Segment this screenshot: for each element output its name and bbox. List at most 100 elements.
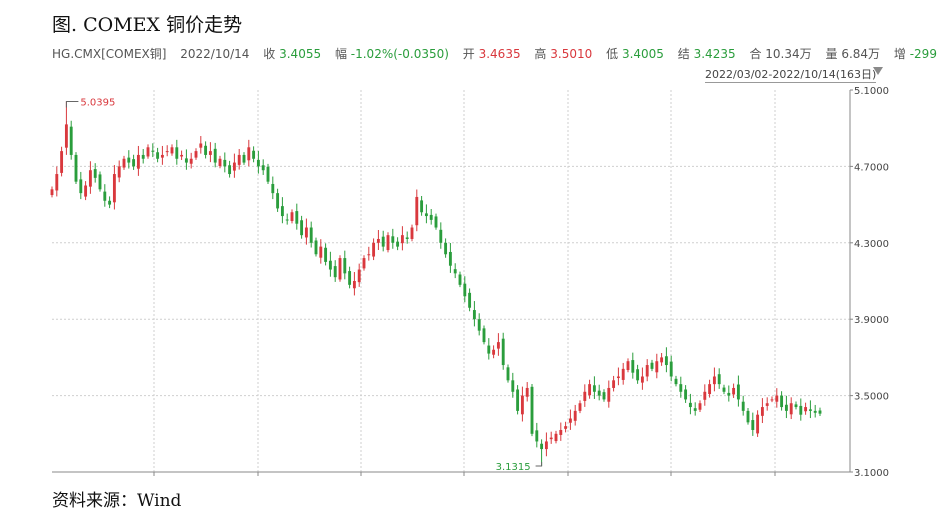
candle-body (300, 220, 304, 236)
y-tick-label: 4.3000 (854, 239, 889, 250)
candle-body (722, 387, 726, 392)
candle-body (424, 213, 428, 217)
candle-body (136, 154, 140, 169)
candle-body (717, 374, 721, 385)
chart-title: 图. COMEX 铜价走势 (52, 14, 243, 36)
oi-label: 合 (749, 47, 762, 61)
increase-stat: 增 -299 (894, 47, 937, 61)
candle-body (540, 443, 544, 450)
candle-body (448, 251, 452, 266)
close-label: 收 (263, 47, 276, 61)
low-value: 3.4005 (621, 47, 664, 61)
quote-info-bar: HG.CMX[COMEX铜] 2022/10/14 收 3.4055 幅 -1.… (52, 45, 940, 62)
symbol-label: HG.CMX[COMEX铜] (52, 47, 167, 61)
candle-body (189, 158, 193, 164)
candle-body (170, 147, 174, 154)
candle-body (535, 430, 539, 442)
candle-body (352, 281, 356, 289)
change-stat: 幅 -1.02%(-0.0350) (335, 47, 449, 61)
candle-body (554, 433, 558, 442)
candle-body (444, 242, 448, 255)
candle-body (482, 328, 486, 343)
candle-body (770, 399, 774, 401)
y-tick-label: 3.5000 (854, 392, 889, 403)
candle-body (338, 258, 342, 280)
candle-body (396, 241, 400, 247)
candle-body (362, 258, 366, 269)
candle-body (151, 150, 155, 152)
candle-body (597, 390, 601, 396)
candle-body (204, 145, 208, 155)
high-annotation-label: 5.0395 (80, 98, 115, 109)
low-stat: 低 3.4005 (606, 47, 664, 61)
y-tick-label: 5.1000 (854, 86, 889, 97)
candle-body (93, 169, 97, 178)
candle-body (727, 392, 731, 396)
candle-body (592, 385, 596, 392)
candle-body (280, 206, 284, 217)
candle-body (213, 148, 217, 163)
settle-label: 结 (677, 47, 690, 61)
candle-body (309, 227, 313, 243)
candle-body (520, 395, 524, 415)
candle-body (799, 405, 803, 415)
candle-body (348, 271, 352, 285)
candle-body (804, 407, 808, 412)
candle-body (530, 386, 534, 434)
settle-stat: 结 3.4235 (678, 47, 736, 61)
candle-body (295, 211, 299, 224)
candle-body (160, 154, 164, 158)
candle-body (276, 193, 280, 209)
open-stat: 开 3.4635 (463, 47, 521, 61)
dropdown-arrow-icon[interactable] (873, 67, 883, 75)
candle-body (640, 376, 644, 383)
date-range-selector[interactable]: 2022/03/02-2022/10/14(163日) (705, 68, 877, 83)
candle-body (112, 174, 116, 203)
increase-value: -299 (909, 47, 937, 61)
candle-body (664, 356, 668, 366)
candle-body (122, 158, 126, 168)
low-annotation-line (535, 461, 543, 467)
candle-body (290, 212, 294, 222)
candle-body (616, 376, 620, 379)
candle-body (712, 376, 716, 385)
candle-body (708, 384, 712, 395)
candle-body (357, 269, 361, 283)
candle-body (674, 378, 678, 385)
candle-body (405, 237, 409, 239)
candle-body (415, 196, 419, 226)
candle-body (55, 174, 59, 191)
candle-body (669, 361, 673, 377)
candle-body (501, 338, 505, 366)
candle-body (372, 242, 376, 257)
candle-body (223, 159, 227, 167)
candle-body (746, 410, 750, 423)
low-annotation-label: 3.1315 (496, 462, 531, 473)
candle-body (511, 380, 515, 392)
candle-body (146, 147, 150, 157)
candle-body (453, 269, 457, 274)
candle-body (506, 367, 510, 381)
candle-body (602, 392, 606, 400)
candle-body (108, 200, 112, 205)
candle-body (333, 266, 337, 278)
candle-body (732, 387, 736, 395)
candle-body (84, 185, 88, 197)
candle-body (636, 369, 640, 381)
change-value: -1.02%(-0.0350) (350, 47, 449, 61)
candle-body (751, 420, 755, 430)
candle-body (472, 310, 476, 320)
candle-body (631, 360, 635, 373)
candle-body (458, 274, 462, 285)
change-label: 幅 (334, 47, 347, 61)
high-stat: 高 3.5010 (534, 47, 592, 61)
candle-body (583, 391, 587, 401)
candle-body (266, 166, 270, 182)
candle-body (180, 154, 184, 157)
candle-body (376, 238, 380, 243)
candle-body (141, 154, 145, 159)
candle-body (487, 345, 491, 354)
candle-body (319, 246, 323, 258)
close-value: 3.4055 (279, 47, 322, 61)
